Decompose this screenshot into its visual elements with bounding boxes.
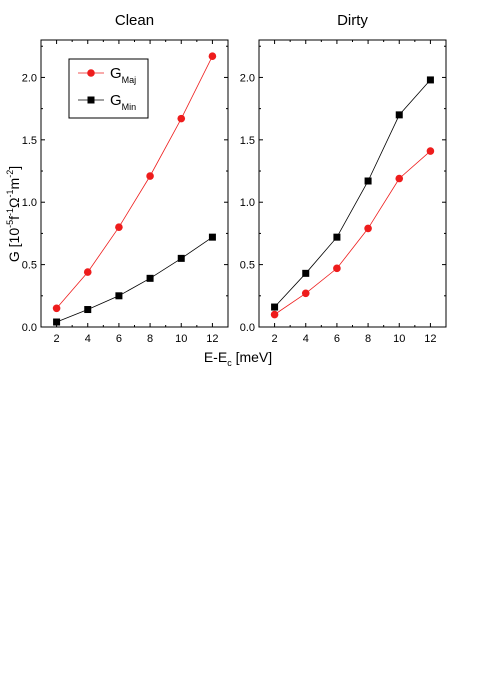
x-tick-label: 8 bbox=[147, 333, 153, 345]
panel-title: Dirty bbox=[337, 12, 368, 29]
data-point bbox=[208, 233, 216, 241]
data-point bbox=[426, 76, 434, 84]
x-tick-label: 12 bbox=[424, 333, 436, 345]
data-point bbox=[302, 269, 310, 277]
data-point bbox=[115, 292, 123, 300]
y-tick-label: 0.0 bbox=[240, 322, 255, 334]
data-point bbox=[83, 268, 92, 276]
data-point bbox=[52, 304, 61, 313]
legend-box bbox=[68, 58, 149, 119]
series-line bbox=[274, 79, 431, 308]
x-tick-label: 4 bbox=[303, 333, 309, 345]
data-point bbox=[333, 233, 341, 241]
data-point bbox=[146, 172, 154, 180]
series-g-min bbox=[53, 233, 216, 326]
data-point bbox=[84, 306, 92, 314]
y-tick-label: 0.0 bbox=[22, 322, 37, 334]
y-tick-label: 1.5 bbox=[22, 135, 37, 147]
panel-clean: Clean 2 4 6 8 10 12 0.0 0.5 1.0 1.5 2.0 bbox=[22, 12, 229, 345]
x-tick-label: 6 bbox=[116, 333, 122, 345]
x-tick-label: 6 bbox=[334, 333, 340, 345]
data-point bbox=[115, 223, 123, 231]
x-tick-label: 2 bbox=[54, 333, 60, 345]
series-g-min bbox=[271, 76, 434, 311]
data-point bbox=[395, 174, 404, 183]
series-g-maj bbox=[270, 147, 435, 319]
legend-marker-min bbox=[87, 96, 95, 104]
plot-frame bbox=[258, 39, 447, 328]
legend-marker-maj bbox=[87, 69, 95, 77]
x-tick-label: 10 bbox=[175, 333, 187, 345]
data-point bbox=[364, 224, 372, 233]
legend-item-maj: GMaj bbox=[78, 65, 136, 85]
y-tick-label: 1.5 bbox=[240, 135, 255, 147]
series-line bbox=[56, 56, 213, 309]
data-point bbox=[301, 289, 310, 298]
y-tick-label: 2.0 bbox=[22, 72, 37, 84]
data-point bbox=[146, 274, 154, 282]
data-point bbox=[177, 114, 186, 123]
series-line bbox=[274, 150, 431, 315]
legend-item-min: GMin bbox=[78, 92, 136, 112]
x-tick-label: 2 bbox=[272, 333, 278, 345]
y-tick-label: 0.5 bbox=[22, 260, 37, 272]
x-tick-label: 12 bbox=[206, 333, 218, 345]
data-point bbox=[53, 318, 61, 326]
panel-dirty: Dirty 2 4 6 8 10 12 0.0 0.5 1.0 1.5 2.0 bbox=[240, 12, 447, 345]
y-tick-label: 1.0 bbox=[240, 197, 255, 209]
data-point bbox=[395, 111, 403, 119]
x-tick-label: 10 bbox=[393, 333, 405, 345]
x-tick-label: 8 bbox=[365, 333, 371, 345]
data-point bbox=[364, 177, 372, 185]
y-tick-label: 2.0 bbox=[240, 72, 255, 84]
data-point bbox=[271, 303, 279, 311]
series-g-maj bbox=[52, 52, 217, 313]
data-point bbox=[208, 52, 217, 61]
data-point bbox=[333, 264, 341, 273]
data-point bbox=[270, 310, 279, 319]
y-axis-label: G [10-5f-1Ω-1m-2] bbox=[5, 166, 22, 262]
y-tick-label: 1.0 bbox=[22, 197, 37, 209]
x-tick-label: 4 bbox=[85, 333, 91, 345]
x-axis-label: E-Ec [meV] bbox=[204, 349, 272, 368]
legend-label-min: GMin bbox=[110, 92, 136, 112]
data-point bbox=[426, 147, 435, 155]
series-line bbox=[56, 236, 213, 323]
y-tick-label: 0.5 bbox=[240, 260, 255, 272]
legend: GMaj GMin bbox=[68, 58, 149, 119]
data-point bbox=[177, 254, 185, 262]
legend-label-maj: GMaj bbox=[110, 65, 136, 85]
panel-title: Clean bbox=[115, 12, 154, 29]
panels: Clean 2 4 6 8 10 12 0.0 0.5 1.0 1.5 2.0 Dirty 2 4 6 8 10 1… bbox=[22, 12, 447, 345]
